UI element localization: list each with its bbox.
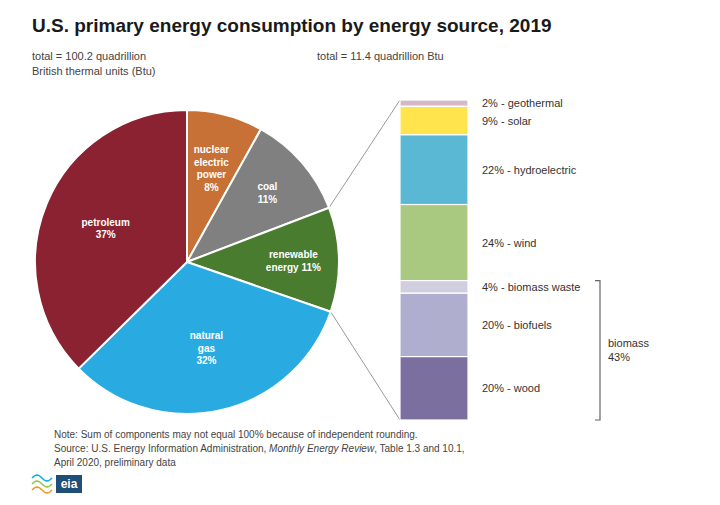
logo-wave — [32, 475, 52, 481]
slice-label: coal11% — [257, 181, 277, 205]
source-part: , Table 1.3 and 10.1, — [374, 443, 464, 454]
subtitle: total = 11.4 quadrillion Btu — [317, 50, 444, 62]
logo: eia — [32, 475, 82, 493]
source-part: Source: U.S. Energy Information Administ… — [54, 443, 269, 454]
bar-segment — [400, 281, 468, 294]
slice-label: petroleum37% — [82, 216, 130, 240]
bar-segment — [400, 106, 468, 135]
slice-label: nuclearelectricpower8% — [194, 144, 230, 193]
bar-segment — [400, 357, 468, 420]
segment-label: 24% - wind — [482, 237, 536, 249]
segment-label: 4% - biomass waste — [482, 281, 580, 293]
stacked-bar — [400, 100, 468, 420]
bracket — [595, 281, 600, 420]
note: April 2020, preliminary data — [54, 457, 176, 468]
bar-segment — [400, 100, 468, 106]
bracket-label: biomass43% — [608, 337, 649, 363]
source-part: Monthly Energy Review — [269, 443, 375, 454]
bar-segment — [400, 135, 468, 205]
segment-label: 20% - wood — [482, 382, 540, 394]
slice-label: renewableenergy 11% — [266, 249, 321, 273]
pie-slice — [35, 110, 187, 369]
title: U.S. primary energy consumption by energ… — [32, 15, 552, 36]
pie — [35, 110, 339, 414]
bar-segment — [400, 205, 468, 281]
slice-label: naturalgas32% — [190, 330, 224, 366]
logo-wave — [32, 487, 52, 493]
note: Note: Sum of components may not equal 10… — [54, 429, 418, 440]
logo-text: eia — [61, 477, 78, 491]
bracket-line — [595, 281, 600, 420]
logo-wave — [32, 481, 52, 487]
segment-label: 20% - biofuels — [482, 319, 552, 331]
source: Source: U.S. Energy Information Administ… — [54, 443, 465, 454]
segment-label: 22% - hydroelectric — [482, 164, 577, 176]
bar-segment — [400, 293, 468, 356]
chart: U.S. primary energy consumption by energ… — [0, 0, 720, 505]
connector-line — [329, 100, 400, 208]
segment-label: 9% - solar — [482, 115, 532, 127]
connector-line — [331, 312, 400, 420]
logo-box — [56, 475, 82, 493]
segment-label: 2% - geothermal — [482, 97, 563, 109]
subtitle: total = 100.2 quadrillionBritish thermal… — [32, 50, 155, 77]
